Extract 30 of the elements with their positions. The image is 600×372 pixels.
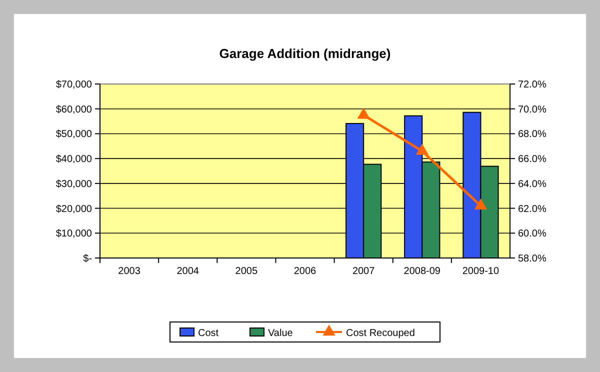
y2-tick-label: 68.0%: [518, 129, 546, 140]
y-tick-label: $-: [83, 254, 92, 264]
chart-title: Garage Addition (midrange): [219, 46, 391, 61]
x-tick-label: 2008-09: [404, 266, 441, 277]
point: [474, 198, 488, 210]
x-tick-label: 2004: [176, 266, 200, 277]
y-tick-label: $60,000: [56, 104, 92, 116]
x-tick-label: 2007: [352, 266, 376, 277]
legend-label: Cost Recouped: [346, 328, 415, 339]
y2-tick-label: 64.0%: [518, 178, 546, 190]
y2-tick-label: 58.0%: [518, 254, 546, 264]
point: [416, 144, 428, 155]
x-tick-label: 2009-10: [462, 266, 500, 277]
y-tick-label: $70,000: [56, 80, 92, 90]
y-tick-label: $10,000: [56, 228, 92, 240]
y-tick-label: $30,000: [56, 178, 92, 190]
y-tick-label: $40,000: [56, 154, 92, 166]
y2-tick-label: 72.0%: [518, 80, 546, 90]
legend-label: Value: [268, 328, 294, 339]
x-tick-label: 2005: [235, 266, 258, 277]
x-tick-label: 2003: [118, 266, 141, 277]
legend-label: Cost: [198, 328, 219, 339]
y2-tick-label: 60.0%: [518, 228, 546, 240]
point: [357, 108, 370, 119]
x-tick-label: 2006: [294, 266, 317, 277]
y2-tick-label: 66.0%: [518, 154, 546, 166]
y-tick-label: $50,000: [56, 129, 92, 140]
y2-tick-label: 70.0%: [518, 104, 546, 116]
y-tick-label: $20,000: [56, 204, 92, 215]
y2-tick-label: 62.0%: [518, 204, 546, 215]
